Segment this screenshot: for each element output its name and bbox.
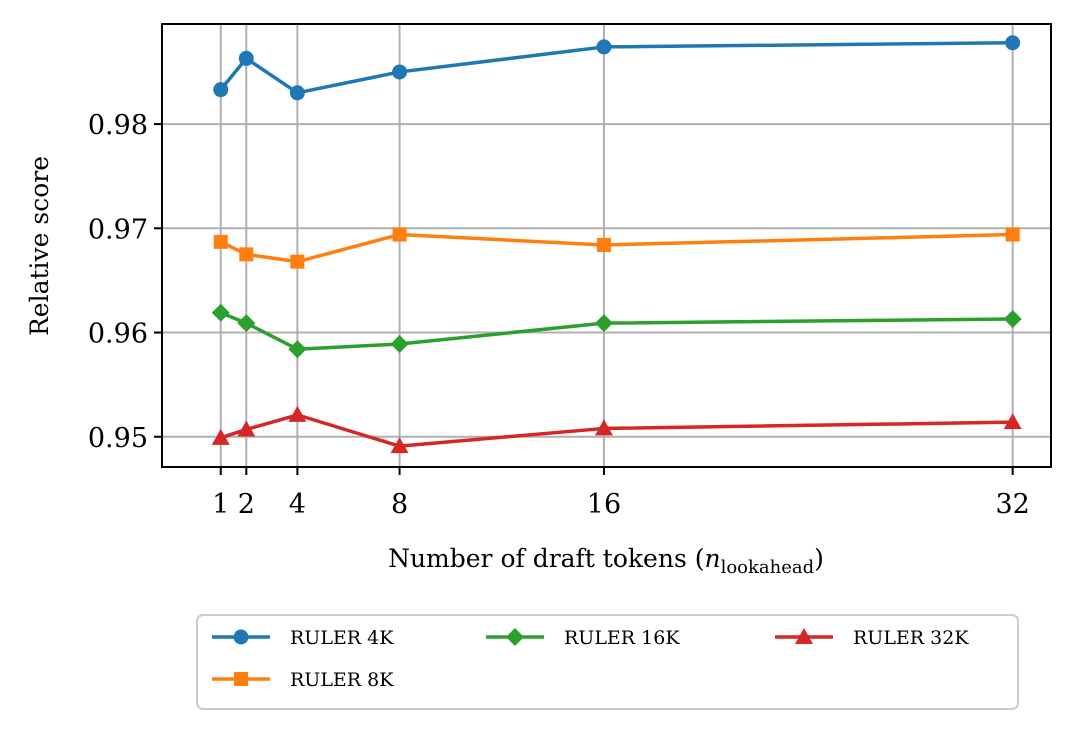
data-point <box>239 247 254 262</box>
data-point <box>392 227 407 242</box>
x-tick-label: 32 <box>996 489 1030 520</box>
series-ruler-32k <box>211 405 1022 454</box>
data-point <box>237 420 256 437</box>
y-axis-label: Relative score <box>25 156 54 336</box>
data-point <box>1003 309 1022 328</box>
data-point <box>596 237 611 252</box>
legend-label: RULER 32K <box>853 627 969 649</box>
legend-marker <box>506 628 524 646</box>
x-axis-label: Number of draft tokens (nlookahead) <box>388 544 824 578</box>
legend: RULER 4K RULER 8K RULER 16K RULER 32K <box>196 614 1019 710</box>
ticks: 1 2 4 8 16 32 0.95 0.96 0.97 0.98 <box>88 110 1030 520</box>
data-point <box>1005 227 1020 242</box>
legend-entry-ruler-32k: RULER 32K <box>775 627 969 649</box>
x-tick-label: 1 <box>212 489 229 520</box>
y-tick-label: 0.95 <box>88 423 148 454</box>
x-tick-label: 2 <box>238 489 255 520</box>
series-layer <box>211 35 1022 454</box>
series-line <box>220 413 1013 448</box>
series-ruler-8k <box>213 227 1020 269</box>
series-ruler-4k <box>213 35 1021 101</box>
data-point <box>213 234 228 249</box>
data-point <box>288 405 307 422</box>
y-tick-label: 0.97 <box>88 214 148 245</box>
legend-marker <box>234 672 248 686</box>
data-point <box>1003 413 1022 430</box>
x-tick-label: 4 <box>289 489 306 520</box>
data-point <box>211 428 230 445</box>
data-point <box>594 314 613 333</box>
x-tick-label: 16 <box>587 489 621 520</box>
data-point <box>390 437 409 454</box>
legend-marker <box>233 629 249 645</box>
legend-label: RULER 8K <box>290 669 394 691</box>
data-point <box>238 50 254 66</box>
data-point <box>594 419 613 436</box>
data-point <box>290 254 305 269</box>
y-tick-label: 0.96 <box>88 319 148 350</box>
data-point <box>211 303 230 322</box>
data-point <box>1005 35 1021 51</box>
legend-entry-ruler-4k: RULER 4K <box>212 627 394 649</box>
data-point <box>289 85 305 101</box>
legend-entry-ruler-8k: RULER 8K <box>212 669 394 691</box>
series-line <box>220 311 1013 351</box>
plot-frame <box>161 23 1052 468</box>
data-point <box>237 314 256 333</box>
legend-label: RULER 16K <box>564 627 680 649</box>
series-ruler-16k <box>211 303 1022 359</box>
data-point <box>596 39 612 55</box>
legend-entry-ruler-16k: RULER 16K <box>486 627 680 649</box>
data-point <box>392 64 408 80</box>
data-point <box>390 335 409 354</box>
y-tick-label: 0.98 <box>88 110 148 141</box>
legend-marker <box>795 628 813 644</box>
data-point <box>213 82 229 98</box>
data-point <box>288 340 307 359</box>
series-line <box>219 41 1013 95</box>
x-tick-label: 8 <box>391 489 408 520</box>
legend-label: RULER 4K <box>290 627 394 649</box>
series-line <box>219 232 1013 264</box>
